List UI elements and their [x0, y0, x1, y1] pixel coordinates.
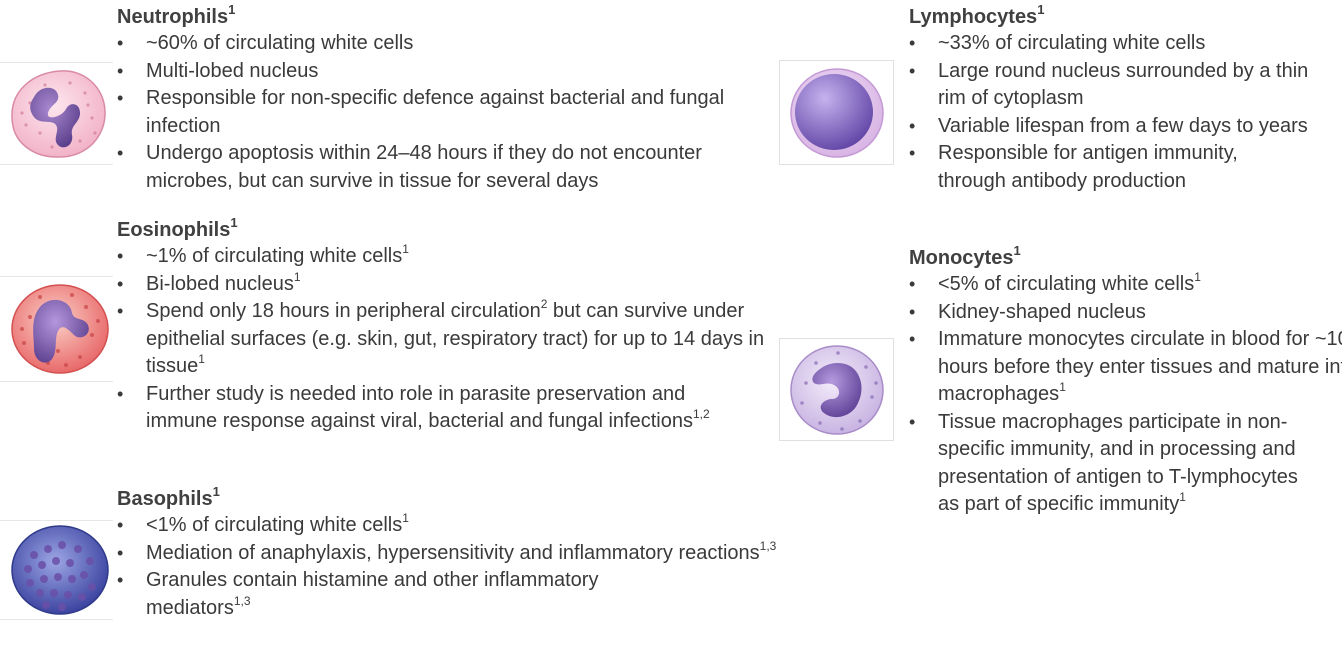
- basophil-illustration: [0, 520, 113, 620]
- list-item: ~60% of circulating white cells: [117, 30, 779, 58]
- list-item: Variable lifespan from a few days to yea…: [909, 113, 1318, 141]
- list-item: ~1% of circulating white cells1: [117, 243, 779, 271]
- lymphocytes-list: ~33% of circulating white cells Large ro…: [909, 30, 1334, 195]
- monocytes-title: Monocytes1: [909, 243, 1021, 269]
- list-item: <1% of circulating white cells1: [117, 512, 779, 540]
- list-item: Spend only 18 hours in peripheral circul…: [117, 298, 779, 381]
- eosinophils-section: Eosinophils1 ~1% of circulating white ce…: [117, 215, 779, 436]
- eosinophils-title: Eosinophils1: [117, 215, 238, 241]
- list-item: Further study is needed into role in par…: [117, 381, 746, 436]
- list-item: Tissue macrophages participate in non-sp…: [909, 409, 1318, 519]
- neutrophils-title: Neutrophils1: [117, 2, 236, 28]
- basophils-title: Basophils1: [117, 484, 220, 510]
- list-item: ~33% of circulating white cells: [909, 30, 1334, 58]
- neutrophils-list: ~60% of circulating white cells Multi-lo…: [117, 30, 779, 195]
- list-item: Undergo apoptosis within 24–48 hours if …: [117, 140, 779, 195]
- list-item: Large round nucleus surrounded by a thin…: [909, 58, 1334, 113]
- list-item: Kidney-shaped nucleus: [909, 299, 1334, 327]
- monocyte-illustration: [779, 338, 894, 441]
- neutrophil-illustration: [0, 62, 113, 165]
- list-item: Granules contain histamine and other inf…: [117, 567, 706, 622]
- lymphocytes-section: Lymphocytes1 ~33% of circulating white c…: [909, 2, 1334, 195]
- monocytes-section: Monocytes1 <5% of circulating white cell…: [909, 243, 1342, 519]
- eosinophil-illustration: [0, 276, 113, 382]
- basophils-list: <1% of circulating white cells1 Mediatio…: [117, 512, 779, 622]
- list-item: Responsible for non-specific defence aga…: [117, 85, 746, 140]
- neutrophils-section: Neutrophils1 ~60% of circulating white c…: [117, 2, 779, 195]
- monocytes-list: <5% of circulating white cells1 Kidney-s…: [909, 271, 1342, 519]
- basophils-section: Basophils1 <1% of circulating white cell…: [117, 484, 779, 622]
- lymphocytes-title: Lymphocytes1: [909, 2, 1045, 28]
- list-item: Mediation of anaphylaxis, hypersensitivi…: [117, 540, 786, 568]
- lymphocyte-illustration: [779, 60, 894, 165]
- list-item: <5% of circulating white cells1: [909, 271, 1334, 299]
- list-item: Multi-lobed nucleus: [117, 58, 779, 86]
- list-item: Immature monocytes circulate in blood fo…: [909, 326, 1342, 409]
- list-item: Bi-lobed nucleus1: [117, 271, 779, 299]
- eosinophils-list: ~1% of circulating white cells1 Bi-lobed…: [117, 243, 779, 436]
- list-item: Responsible for antigen immunity, throug…: [909, 140, 1308, 195]
